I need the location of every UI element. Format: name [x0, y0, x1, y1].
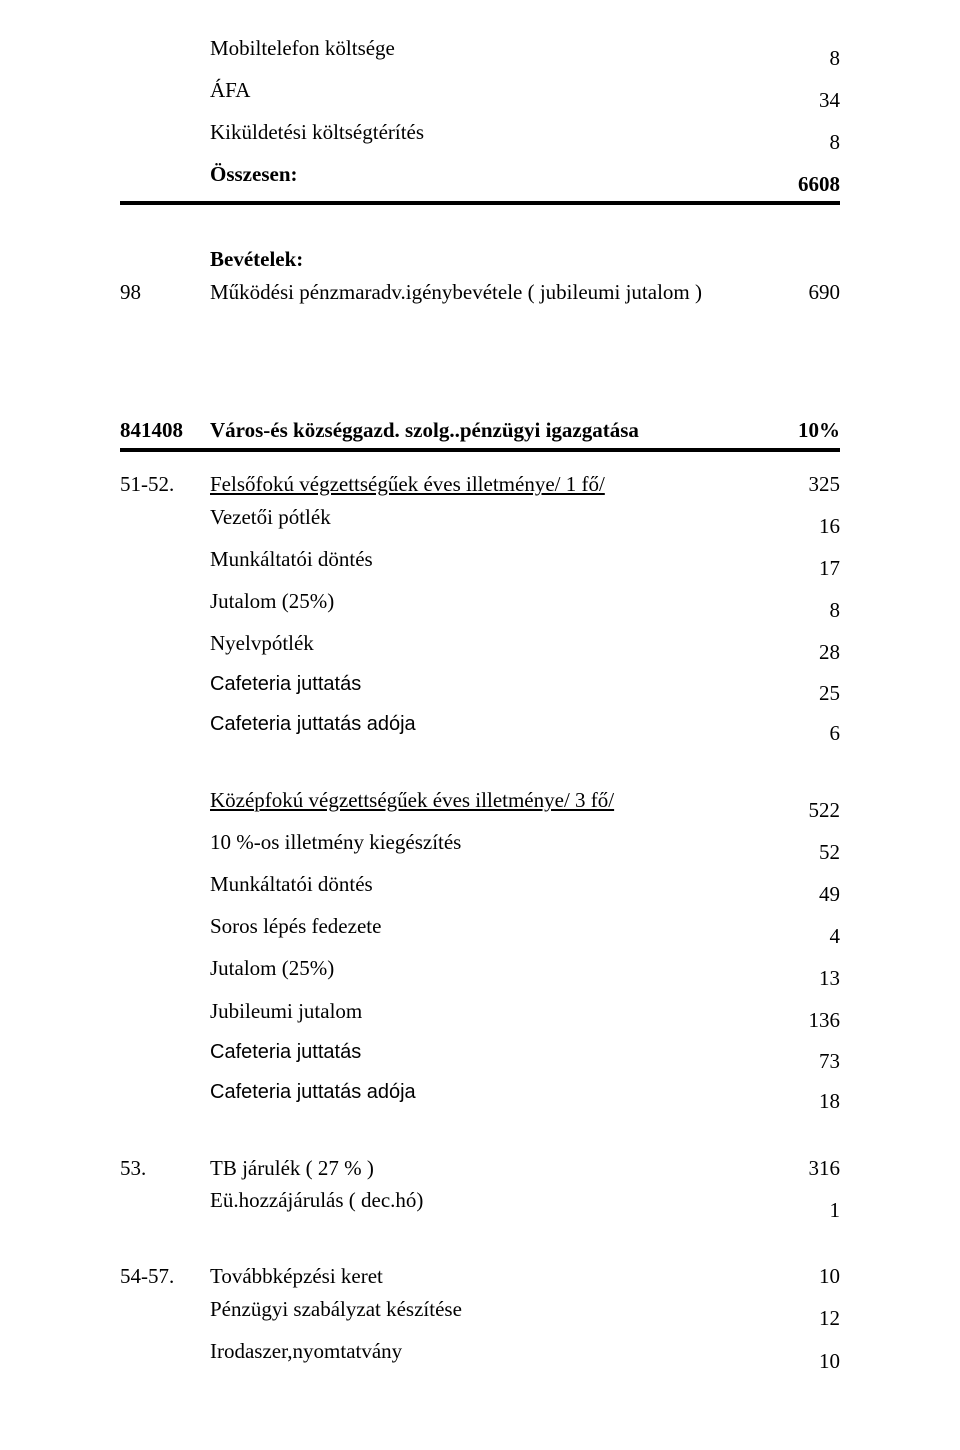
line-item: Eü.hozzájárulás ( dec.hó) 1: [120, 1184, 840, 1226]
group-lead-value: 522: [770, 794, 840, 827]
item-label: Jutalom (25%): [210, 952, 334, 985]
item-label: Jutalom (25%): [210, 585, 334, 618]
item-label: Jubileumi jutalom: [210, 995, 362, 1028]
line-item: 53.TB járulék ( 27 % ) 316: [120, 1152, 840, 1185]
item-label: ÁFA: [210, 74, 250, 107]
line-item: 10 %-os illetmény kiegészítés 52: [120, 826, 840, 868]
total-value: 6608: [770, 168, 840, 201]
item-value: 8: [770, 594, 840, 627]
section-heading: Bevételek:: [210, 243, 303, 276]
line-item: Cafeteria juttatás adója 6: [120, 709, 840, 750]
section-code: 841408: [120, 414, 210, 447]
item-label: Eü.hozzájárulás ( dec.hó): [210, 1184, 423, 1217]
group-number: 53.: [120, 1152, 210, 1185]
item-label: TB járulék ( 27 % ): [210, 1152, 374, 1185]
item-value: 25: [770, 677, 840, 710]
document-page: Mobiltelefon költsége 8 ÁFA 34 Kiküldeté…: [0, 0, 960, 1437]
item-value: 13: [770, 962, 840, 995]
group-lead-row: 51-52.Felsőfokú végzettségűek éves illet…: [120, 468, 840, 501]
item-value: 690: [770, 276, 840, 309]
item-label: Kiküldetési költségtérítés: [210, 116, 424, 149]
item-value: 34: [770, 84, 840, 117]
section-heading-row: Bevételek:: [120, 243, 840, 276]
item-label: Cafeteria juttatás adója: [210, 709, 416, 740]
item-value: 28: [770, 636, 840, 669]
line-item: 98Működési pénzmaradv.igénybevétele ( ju…: [120, 276, 840, 309]
item-label: Mobiltelefon költsége: [210, 32, 395, 65]
line-item: Jutalom (25%) 8: [120, 585, 840, 627]
item-label: Munkáltatói döntés: [210, 543, 373, 576]
divider-rule: [120, 448, 840, 452]
section-header: 841408Város-és községgazd. szolg..pénzüg…: [120, 414, 840, 447]
item-value: 18: [770, 1085, 840, 1118]
item-value: 17: [770, 552, 840, 585]
item-value: 1: [770, 1194, 840, 1227]
item-value: 8: [770, 126, 840, 159]
item-label: Munkáltatói döntés: [210, 868, 373, 901]
item-label: Cafeteria juttatás: [210, 669, 361, 700]
line-item: Nyelvpótlék 28: [120, 627, 840, 669]
line-item: Mobiltelefon költsége 8: [120, 32, 840, 74]
item-value: 4: [770, 920, 840, 953]
line-item: Munkáltatói döntés 17: [120, 543, 840, 585]
line-item: Cafeteria juttatás 73: [120, 1037, 840, 1078]
item-value: 12: [770, 1302, 840, 1335]
line-item: Irodaszer,nyomtatvány 10: [120, 1335, 840, 1377]
divider-rule: [120, 201, 840, 205]
item-value: 316: [770, 1152, 840, 1185]
item-label: 10 %-os illetmény kiegészítés: [210, 826, 461, 859]
line-item: Soros lépés fedezete 4: [120, 910, 840, 952]
line-item: Jutalom (25%) 13: [120, 952, 840, 994]
line-item: Pénzügyi szabályzat készítése 12: [120, 1293, 840, 1335]
item-value: 10: [770, 1345, 840, 1378]
item-label: Cafeteria juttatás: [210, 1037, 361, 1068]
total-label: Összesen:: [210, 158, 298, 191]
line-item: Kiküldetési költségtérítés 8: [120, 116, 840, 158]
item-number: 98: [120, 276, 210, 309]
section-title: Város-és községgazd. szolg..pénzügyi iga…: [210, 414, 639, 447]
item-value: 49: [770, 878, 840, 911]
item-value: 6: [770, 717, 840, 750]
line-item: Munkáltatói döntés 49: [120, 868, 840, 910]
item-value: 10: [770, 1260, 840, 1293]
item-label: Irodaszer,nyomtatvány: [210, 1335, 402, 1368]
item-value: 136: [770, 1004, 840, 1037]
line-item: Cafeteria juttatás 25: [120, 669, 840, 710]
item-value: 16: [770, 510, 840, 543]
group-number: 54-57.: [120, 1260, 210, 1293]
group-lead-row: Középfokú végzettségűek éves illetménye/…: [120, 784, 840, 826]
group-lead-label: Középfokú végzettségűek éves illetménye/…: [210, 784, 614, 817]
group-lead-value: 325: [770, 468, 840, 501]
item-label: Cafeteria juttatás adója: [210, 1077, 416, 1108]
line-item: ÁFA 34: [120, 74, 840, 116]
item-value: 8: [770, 42, 840, 75]
item-label: Nyelvpótlék: [210, 627, 314, 660]
item-label: Működési pénzmaradv.igénybevétele ( jubi…: [210, 276, 702, 309]
item-label: Vezetői pótlék: [210, 501, 331, 534]
line-item: 54-57.Továbbképzési keret 10: [120, 1260, 840, 1293]
total-row: Összesen: 6608: [120, 158, 840, 200]
section-percentage: 10%: [770, 414, 840, 447]
group-number: 51-52.: [120, 468, 210, 501]
line-item: Jubileumi jutalom 136: [120, 995, 840, 1037]
group-lead-label: Felsőfokú végzettségűek éves illetménye/…: [210, 468, 605, 501]
item-label: Soros lépés fedezete: [210, 910, 381, 943]
item-label: Pénzügyi szabályzat készítése: [210, 1293, 462, 1326]
line-item: Cafeteria juttatás adója 18: [120, 1077, 840, 1118]
item-value: 73: [770, 1045, 840, 1078]
item-label: Továbbképzési keret: [210, 1260, 383, 1293]
item-value: 52: [770, 836, 840, 869]
line-item: Vezetői pótlék 16: [120, 501, 840, 543]
